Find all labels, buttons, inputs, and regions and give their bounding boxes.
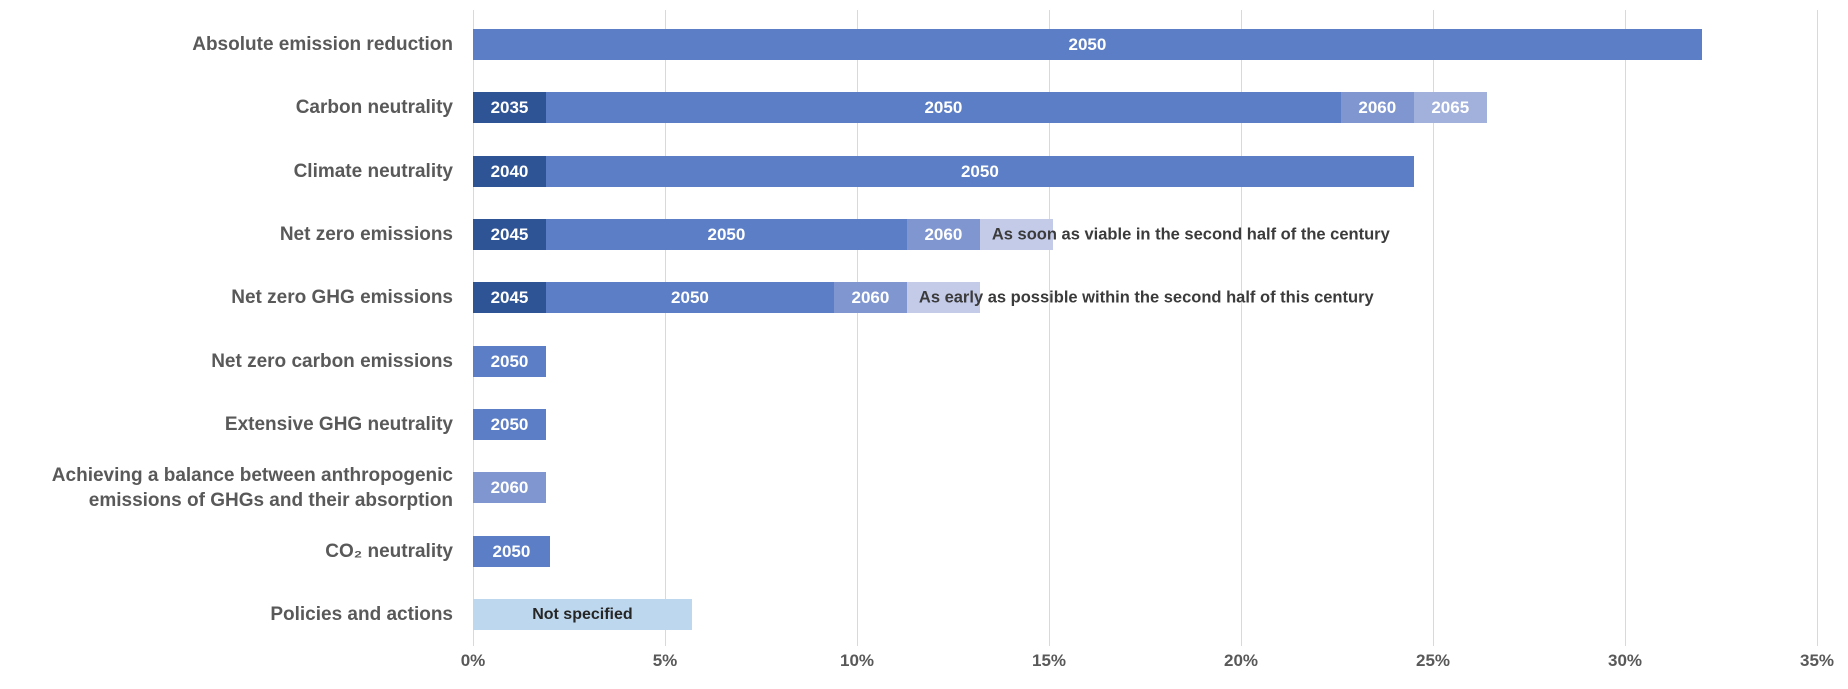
bar-segment: 2060 bbox=[473, 472, 546, 503]
bar-row: 2060 bbox=[473, 472, 546, 503]
segment-label: 2050 bbox=[490, 414, 529, 434]
bar-segment: 2060 bbox=[906, 219, 980, 250]
bar-segment: 2050 bbox=[545, 92, 1341, 123]
segment-label: 2045 bbox=[490, 224, 529, 244]
gridline bbox=[1241, 10, 1242, 646]
category-label-line: Policies and actions bbox=[270, 604, 453, 625]
segment-label: 2050 bbox=[492, 541, 531, 561]
category-label-line: Net zero emissions bbox=[279, 224, 453, 245]
x-axis-tick-label: 25% bbox=[1415, 651, 1451, 670]
segment-label: 2050 bbox=[707, 224, 746, 244]
bar-segment: 2040 bbox=[473, 156, 546, 187]
x-axis-tick-label: 10% bbox=[839, 651, 875, 670]
gridline bbox=[857, 10, 858, 646]
category-label: Climate neutrality bbox=[0, 156, 453, 187]
bar-row: Not specified bbox=[473, 599, 692, 630]
x-axis-tick-label: 5% bbox=[652, 651, 678, 670]
category-label: Carbon neutrality bbox=[0, 92, 453, 123]
bar-segment: 2050 bbox=[545, 282, 834, 313]
bar-segment: 2035 bbox=[473, 92, 546, 123]
x-axis-tick-label: 0% bbox=[460, 651, 486, 670]
category-label: Achieving a balance between anthropogeni… bbox=[0, 465, 453, 511]
gridline bbox=[665, 10, 666, 646]
category-label-line: CO₂ neutrality bbox=[325, 541, 453, 562]
bar-row: 2045 2050 2060 As early as possible within … bbox=[473, 282, 1374, 313]
bar-segment: 2050 bbox=[545, 219, 907, 250]
category-label: Policies and actions bbox=[0, 599, 453, 630]
gridline bbox=[1817, 10, 1818, 646]
category-label: CO₂ neutrality bbox=[0, 536, 453, 567]
bar-row: 2040 2050 bbox=[473, 156, 1414, 187]
category-label: Net zero emissions bbox=[0, 219, 453, 250]
bar-segment: Not specified bbox=[473, 599, 692, 630]
segment-label: 2045 bbox=[490, 287, 529, 307]
bar-row: 2050 bbox=[473, 29, 1702, 60]
category-label-line: Extensive GHG neutrality bbox=[224, 414, 453, 435]
bar-row: 2035 2050 2060 2065 bbox=[473, 92, 1487, 123]
gridline bbox=[1433, 10, 1434, 646]
segment-label: 2050 bbox=[671, 287, 709, 307]
segment-label: 2060 bbox=[924, 224, 963, 244]
segment-label: 2050 bbox=[490, 351, 529, 371]
bar-segment: 2045 bbox=[473, 219, 546, 250]
bar-segment: As early as possible within the second h… bbox=[906, 282, 1374, 313]
bar-segment: 2065 bbox=[1413, 92, 1487, 123]
category-label-line: emissions of GHGs and their absorption bbox=[88, 489, 453, 511]
x-axis-tick-label: 15% bbox=[1031, 651, 1067, 670]
category-label: Net zero carbon emissions bbox=[0, 346, 453, 377]
bar-segment: 2050 bbox=[545, 156, 1414, 187]
bar-segment: As soon as viable in the second half of … bbox=[979, 219, 1390, 250]
category-label-line: Net zero carbon emissions bbox=[211, 351, 453, 372]
category-label: Extensive GHG neutrality bbox=[0, 409, 453, 440]
bar-row: 2050 bbox=[473, 536, 550, 567]
segment-label: 2050 bbox=[960, 161, 999, 181]
bar-row: 2045 2050 2060 As soon as viable in the sec… bbox=[473, 219, 1390, 250]
category-label-line: Net zero GHG emissions bbox=[231, 287, 453, 308]
gridline bbox=[473, 10, 474, 646]
x-axis-tick-label: 30% bbox=[1607, 651, 1643, 670]
category-label-line: Carbon neutrality bbox=[295, 97, 453, 118]
segment-label: 2060 bbox=[851, 287, 890, 307]
gridline bbox=[1049, 10, 1050, 646]
gridline bbox=[1625, 10, 1626, 646]
bar-row: 2050 bbox=[473, 409, 546, 440]
bar-segment: 2045 bbox=[473, 282, 546, 313]
x-axis-tick-label: 35% bbox=[1799, 651, 1835, 670]
segment-label: 2050 bbox=[1068, 34, 1107, 54]
bar-segment: 2050 bbox=[473, 346, 546, 377]
annotation-label: As early as possible within the second h… bbox=[918, 288, 1374, 306]
annotation-label: As soon as viable in the second half of … bbox=[991, 225, 1390, 243]
segment-label: 2060 bbox=[1358, 97, 1397, 117]
segment-label: 2065 bbox=[1431, 97, 1470, 117]
bar-segment: 2050 bbox=[473, 29, 1702, 60]
bar-segment: 2060 bbox=[1340, 92, 1414, 123]
segment-label: 2050 bbox=[924, 97, 963, 117]
bar-segment: 2050 bbox=[473, 536, 550, 567]
segment-label: 2040 bbox=[490, 161, 529, 181]
bar-row: 2050 bbox=[473, 346, 546, 377]
bar-segment: 2060 bbox=[833, 282, 907, 313]
category-label-line: Achieving a balance between anthropogeni… bbox=[51, 464, 453, 486]
category-label-line: Climate neutrality bbox=[293, 161, 453, 182]
category-label: Absolute emission reduction bbox=[0, 29, 453, 60]
x-axis-tick-label: 20% bbox=[1223, 651, 1259, 670]
segment-label: 2060 bbox=[490, 477, 529, 497]
segment-label: 2035 bbox=[490, 97, 529, 117]
segment-label: Not specified bbox=[532, 605, 633, 623]
bar-segment: 2050 bbox=[473, 409, 546, 440]
category-label-line: Absolute emission reduction bbox=[192, 34, 453, 55]
category-label: Net zero GHG emissions bbox=[0, 282, 453, 313]
